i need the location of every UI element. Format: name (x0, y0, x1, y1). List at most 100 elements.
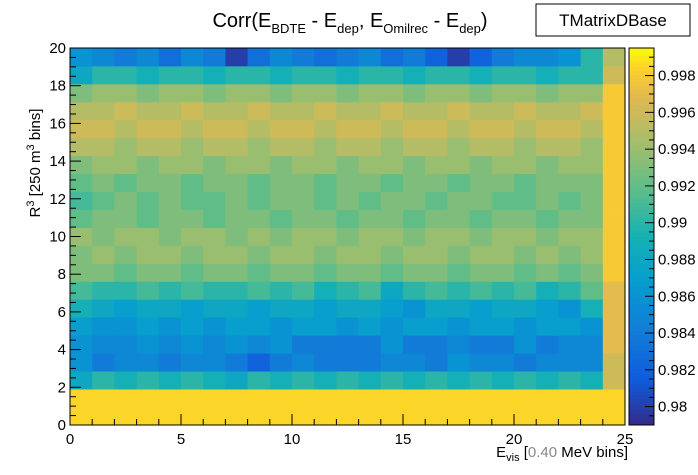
heatmap-cell (158, 173, 182, 193)
color-scale-step (629, 274, 654, 279)
heatmap-cell (558, 209, 581, 228)
heatmap-cell (514, 137, 537, 157)
heatmap-cell (114, 83, 137, 103)
color-scale-step (629, 164, 654, 170)
z-tick-label: 0.982 (658, 362, 696, 379)
statbox-label: TMatrixDBase (559, 11, 667, 30)
heatmap-cell (314, 407, 337, 426)
color-scale-step (629, 391, 654, 396)
heatmap-cell (136, 101, 160, 121)
heatmap-cell (380, 155, 404, 175)
heatmap-cell (358, 407, 382, 426)
heatmap-cell (425, 191, 448, 210)
heatmap-cell (514, 173, 537, 193)
color-scale-step (629, 364, 654, 369)
color-scale-step (629, 338, 654, 343)
color-scale-step (629, 78, 654, 83)
heatmap-cell (292, 371, 315, 390)
heatmap-cell (292, 101, 315, 121)
heatmap-cell (269, 335, 293, 354)
heatmap-cell (158, 353, 182, 372)
heatmap-cell (580, 83, 604, 103)
color-scale-step (629, 277, 654, 283)
color-scale-step (629, 157, 654, 162)
heatmap-cell (136, 281, 160, 300)
heatmap-cell (336, 227, 359, 246)
heatmap-cell (92, 119, 115, 139)
heatmap-cell (558, 371, 581, 390)
color-scale-step (629, 149, 654, 155)
heatmap-cell (558, 65, 581, 85)
heatmap-cell (536, 48, 559, 67)
heatmap-cell (602, 317, 626, 336)
heatmap-cell (225, 48, 248, 67)
heatmap-cell (580, 173, 604, 193)
color-scale-axis: 0.98 0.982 0.984 0.986 0.988 0.99 0.992 0.994 0.… (645, 47, 696, 417)
heatmap-cell (425, 371, 448, 390)
color-scale-step (629, 123, 654, 128)
color-scale-step (629, 281, 654, 287)
heatmap-cell (158, 191, 182, 210)
color-scale-step (629, 134, 654, 139)
heatmap-cell (314, 83, 337, 103)
heatmap-cell (491, 209, 515, 228)
color-scale-step (629, 85, 654, 90)
heatmap-cell (181, 137, 204, 157)
heatmap-cell (380, 407, 404, 426)
statbox: TMatrixDBase (535, 3, 691, 37)
heatmap-cell (558, 335, 581, 354)
heatmap-cell (181, 335, 204, 354)
heatmap-cell (358, 191, 382, 210)
heatmap-cell (314, 48, 337, 67)
heatmap-cell (136, 119, 160, 139)
heatmap-cell (580, 137, 604, 157)
heatmap-cell (358, 335, 382, 354)
x-tick-label: 0 (66, 431, 74, 448)
heatmap-cell (447, 191, 470, 210)
heatmap-cell (225, 137, 248, 157)
heatmap-cell (114, 209, 137, 228)
heatmap-cell (225, 173, 248, 193)
heatmap-cell (292, 299, 315, 318)
color-scale-step (629, 89, 654, 94)
color-scale-step (629, 357, 654, 362)
heatmap-cell (380, 119, 404, 139)
x-tick-label: 10 (284, 431, 301, 448)
color-scale-step (629, 349, 654, 354)
heatmap-cell (70, 353, 93, 372)
heatmap-cell (247, 335, 271, 354)
heatmap-cell (491, 299, 515, 318)
heatmap-cell (203, 227, 226, 246)
heatmap-cell (469, 83, 493, 103)
heatmap-cell (70, 335, 93, 354)
heatmap-cell (314, 371, 337, 390)
heatmap-cell (269, 245, 293, 264)
heatmap-cell (558, 48, 581, 67)
heatmap-cell (247, 263, 271, 282)
heatmap-cell (469, 281, 493, 300)
heatmap-cell (602, 101, 626, 121)
heatmap-cell (602, 389, 626, 408)
heatmap-cell (336, 119, 359, 139)
heatmap-cell (181, 83, 204, 103)
heatmap-cell (558, 227, 581, 246)
heatmap-cell (558, 137, 581, 157)
heatmap-cell (136, 191, 160, 210)
heatmap-cell (536, 191, 559, 210)
heatmap-cell (602, 353, 626, 372)
heatmap-cell (358, 227, 382, 246)
heatmap-cell (247, 137, 271, 157)
heatmap-cell (247, 245, 271, 264)
heatmap-cell (336, 83, 359, 103)
heatmap-cell (580, 227, 604, 246)
heatmap-cell (469, 119, 493, 139)
heatmap-cell (514, 317, 537, 336)
color-scale-step (629, 115, 654, 121)
heatmap-cell (447, 299, 470, 318)
heatmap-cell (247, 389, 271, 408)
heatmap-cell (380, 335, 404, 354)
color-scale-step (629, 296, 654, 302)
y-tick-label: 0 (58, 417, 66, 434)
y-tick-label: 2 (58, 379, 66, 396)
heatmap-cell (158, 407, 182, 426)
